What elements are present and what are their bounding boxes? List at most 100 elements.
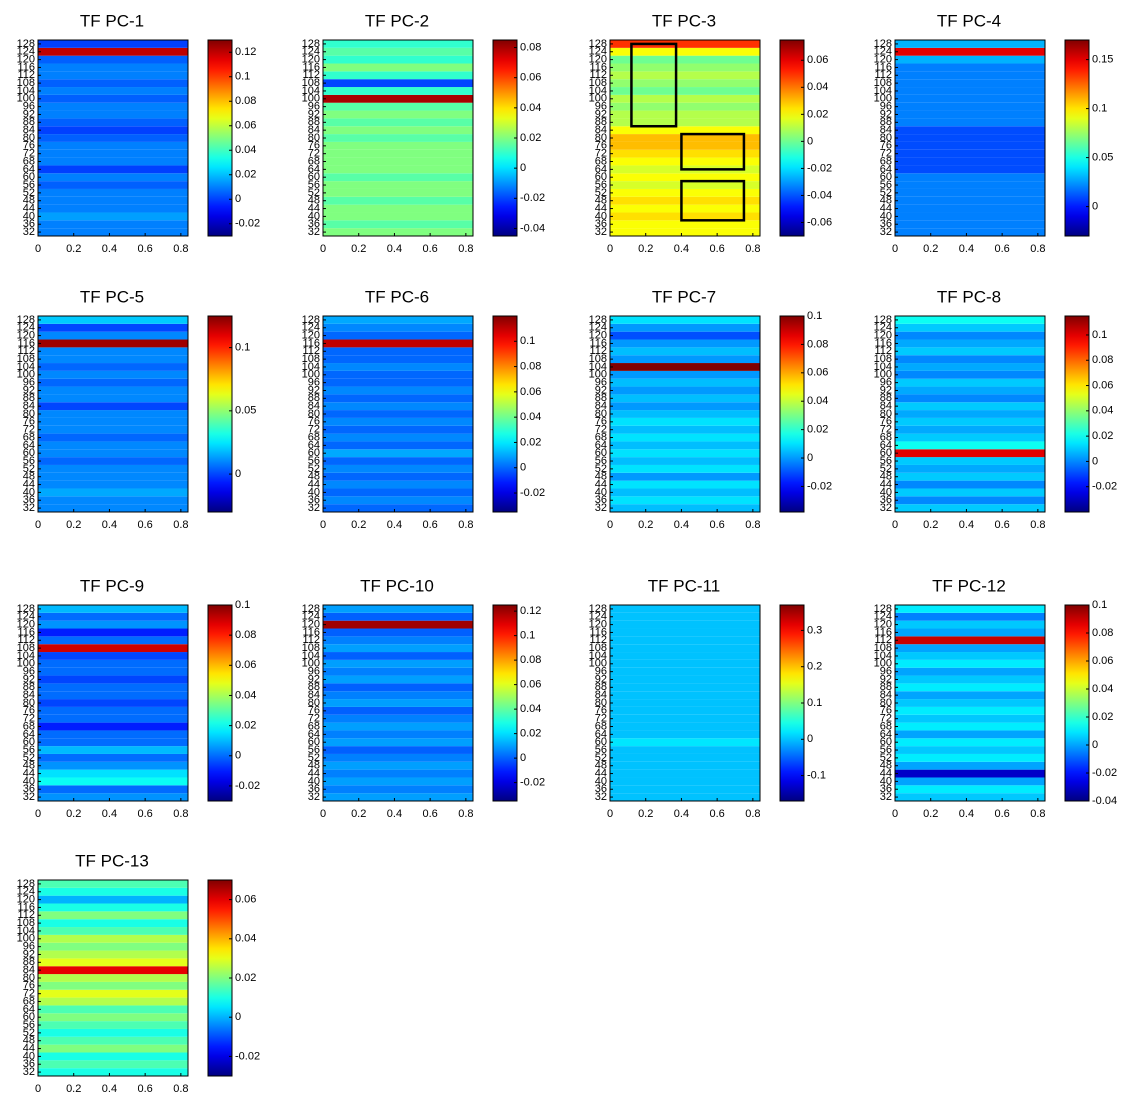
colorbar xyxy=(208,316,232,512)
heatmap-cell xyxy=(323,71,473,79)
colorbar-tick-label: -0.02 xyxy=(1092,767,1117,779)
heatmap-cell xyxy=(895,504,1045,512)
heatmap-cell xyxy=(895,621,1045,629)
heatmap-cell xyxy=(610,441,760,449)
heatmap-cell xyxy=(38,355,188,363)
heatmap-cell xyxy=(38,699,188,707)
x-tick-label: 0.6 xyxy=(137,1083,152,1095)
heatmap-cell xyxy=(895,668,1045,676)
panel: TF PC-4323640444852566064687276808488929… xyxy=(874,11,1114,254)
x-tick-label: 0.2 xyxy=(66,243,81,255)
x-tick-label: 0.4 xyxy=(102,243,117,255)
x-tick-label: 0.6 xyxy=(709,243,724,255)
colorbar xyxy=(780,40,804,236)
colorbar-tick-label: 0 xyxy=(520,162,526,174)
colorbar-tick-label: 0 xyxy=(235,193,241,205)
heatmap-cell xyxy=(38,165,188,173)
heatmap-cell xyxy=(895,111,1045,119)
colorbar-tick-label: 0.02 xyxy=(235,169,256,181)
colorbar-tick-label: 0.06 xyxy=(1092,655,1113,667)
heatmap-cell xyxy=(323,56,473,64)
heatmap-cell xyxy=(895,473,1045,481)
heatmap-cell xyxy=(38,481,188,489)
heatmap-cell xyxy=(895,707,1045,715)
heatmap-cell xyxy=(38,394,188,402)
panel-title: TF PC-3 xyxy=(652,11,716,30)
x-tick-label: 0 xyxy=(892,519,898,531)
heatmap-cell xyxy=(895,770,1045,778)
colorbar-tick-label: -0.02 xyxy=(807,480,832,492)
heatmap-cell xyxy=(38,676,188,684)
x-tick-label: 0.8 xyxy=(1030,808,1045,820)
x-tick-label: 0.4 xyxy=(102,1083,117,1095)
heatmap-cell xyxy=(323,699,473,707)
x-tick-label: 0.6 xyxy=(709,519,724,531)
heatmap-cell xyxy=(323,652,473,660)
colorbar-tick-label: 0.3 xyxy=(807,624,822,636)
colorbar xyxy=(780,605,804,801)
heatmap-cell xyxy=(895,449,1045,457)
heatmap-cell xyxy=(323,394,473,402)
colorbar-tick-label: 0 xyxy=(1092,455,1098,467)
x-tick-label: 0.2 xyxy=(66,519,81,531)
colorbar-tick-label: 0.1 xyxy=(235,342,250,354)
colorbar-tick-label: 0.04 xyxy=(807,81,828,93)
x-tick-label: 0.4 xyxy=(387,519,402,531)
heatmap-cell xyxy=(323,636,473,644)
heatmap-cell xyxy=(895,324,1045,332)
heatmap-cell xyxy=(38,958,188,966)
x-tick-label: 0.8 xyxy=(1030,243,1045,255)
heatmap-cell xyxy=(895,371,1045,379)
heatmap-cell xyxy=(38,150,188,158)
heatmap-cell xyxy=(38,880,188,888)
heatmap-cell xyxy=(323,738,473,746)
heatmap-cell xyxy=(38,449,188,457)
heatmap-cell xyxy=(323,441,473,449)
heatmap-cell xyxy=(895,340,1045,348)
heatmap-cell xyxy=(895,48,1045,56)
heatmap-cell xyxy=(38,1052,188,1060)
x-tick-label: 0.2 xyxy=(638,808,653,820)
heatmap-cell xyxy=(323,723,473,731)
heatmap-cell xyxy=(323,762,473,770)
heatmap-cell xyxy=(38,935,188,943)
colorbar-tick-label: 0.02 xyxy=(1092,430,1113,442)
heatmap-cell xyxy=(323,142,473,150)
heatmap-cell xyxy=(323,730,473,738)
colorbar-tick-label: 0.06 xyxy=(520,386,541,398)
x-tick-label: 0.6 xyxy=(137,808,152,820)
heatmap-cell xyxy=(38,777,188,785)
x-tick-label: 0.8 xyxy=(1030,519,1045,531)
colorbar-tick-label: 0.08 xyxy=(520,360,541,372)
heatmap-cell xyxy=(610,150,760,158)
colorbar-tick-label: 0.08 xyxy=(1092,627,1113,639)
heatmap-cell xyxy=(323,402,473,410)
heatmap-cell xyxy=(38,1045,188,1053)
heatmap-cell xyxy=(610,465,760,473)
colorbar xyxy=(208,880,232,1076)
heatmap-cell xyxy=(895,691,1045,699)
heatmap-cell xyxy=(38,927,188,935)
heatmap-cell xyxy=(610,746,760,754)
heatmap-cell xyxy=(610,683,760,691)
heatmap-cell xyxy=(323,126,473,134)
heatmap-cell xyxy=(610,668,760,676)
heatmap-cell xyxy=(38,387,188,395)
x-tick-label: 0.2 xyxy=(66,808,81,820)
heatmap-cell xyxy=(323,340,473,348)
colorbar-tick-label: -0.02 xyxy=(235,780,260,792)
heatmap-cell xyxy=(895,173,1045,181)
heatmap-cell xyxy=(323,746,473,754)
heatmap-cell xyxy=(610,473,760,481)
colorbar-tick-label: 0 xyxy=(807,733,813,745)
heatmap-cell xyxy=(323,426,473,434)
heatmap-cell xyxy=(38,111,188,119)
heatmap-cell xyxy=(610,410,760,418)
x-tick-label: 0.2 xyxy=(351,243,366,255)
panel-title: TF PC-10 xyxy=(360,576,434,595)
heatmap-cell xyxy=(38,48,188,56)
heatmap-cell xyxy=(38,730,188,738)
heatmap-cell xyxy=(38,888,188,896)
x-tick-label: 0.8 xyxy=(745,808,760,820)
heatmap-cell xyxy=(610,793,760,801)
